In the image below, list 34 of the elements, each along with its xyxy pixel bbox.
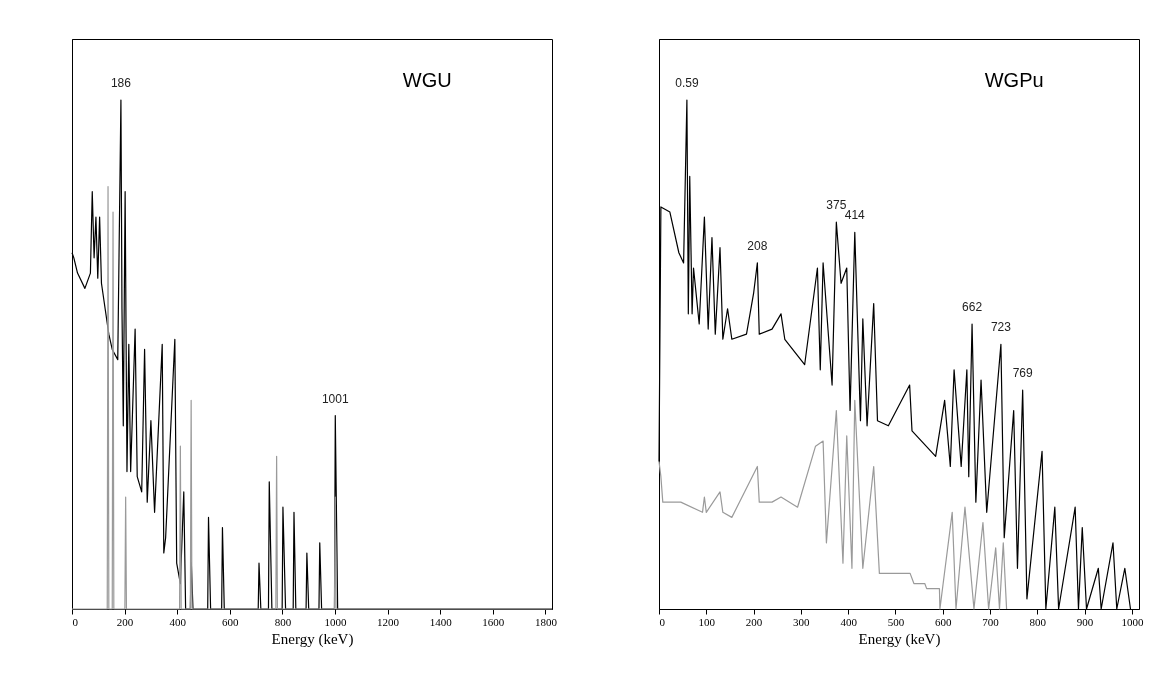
annotation: 769: [1012, 366, 1033, 381]
x-tick-label: 500: [887, 615, 905, 628]
x-tick-label: 1000: [1121, 615, 1144, 628]
x-tick-label: 200: [116, 615, 134, 628]
x-tick-label: 0: [72, 615, 79, 628]
annotation: 1001: [321, 391, 349, 406]
x-tick-label: 600: [222, 615, 240, 628]
x-tick-label: 400: [169, 615, 187, 628]
x-tick-label: 1600: [482, 615, 505, 628]
x-tick-label: 700: [982, 615, 1000, 628]
x-tick-label: 0: [659, 615, 666, 628]
annotation: 0.59: [675, 76, 699, 91]
x-axis-title: Energy (keV): [271, 630, 354, 648]
annotation: 414: [844, 208, 866, 223]
x-tick-label: 1200: [377, 615, 400, 628]
x-tick-label: 200: [745, 615, 763, 628]
x-tick-label: 300: [793, 615, 811, 628]
x-axis-title: Energy (keV): [858, 630, 941, 648]
x-tick-label: 100: [698, 615, 716, 628]
chart-title: WGPu: [984, 69, 1044, 91]
x-tick-label: 900: [1076, 615, 1094, 628]
x-tick-label: 1800: [534, 615, 558, 628]
x-tick-label: 800: [1029, 615, 1047, 628]
x-tick-label: 1400: [429, 615, 453, 628]
x-tick-label: 800: [274, 615, 292, 628]
annotation: 186: [110, 76, 132, 91]
annotation: 375: [826, 198, 847, 213]
annotation: 662: [962, 300, 983, 314]
x-tick-label: 600: [934, 615, 952, 628]
annotation: 723: [990, 320, 1012, 335]
x-tick-label: 400: [840, 615, 858, 628]
annotation: 208: [747, 238, 768, 253]
chart-title: WGU: [402, 69, 452, 91]
x-tick-label: 1000: [324, 615, 348, 628]
